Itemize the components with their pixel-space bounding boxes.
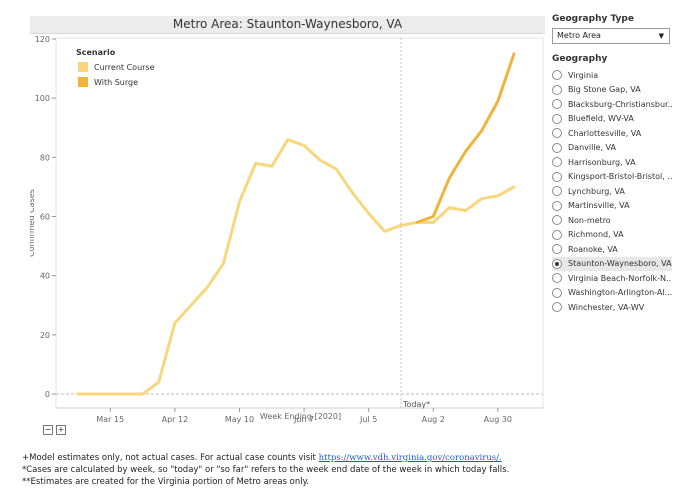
chart-title: Metro Area: Staunton-Waynesboro, VA [30,16,545,34]
zoom-in-button[interactable]: + [56,425,66,435]
legend-label: Current Course [94,63,155,72]
radio-button-icon[interactable] [552,302,562,313]
geography-option[interactable]: Winchester, VA-WV [552,300,672,315]
geography-option[interactable]: Staunton-Waynesboro, VA [552,256,672,271]
geography-option[interactable]: Danville, VA [552,141,672,156]
x-tick-label: Aug 2 [422,415,445,424]
geography-option[interactable]: Bluefield, WV-VA [552,112,672,127]
geography-type-value: Metro Area [557,31,601,40]
y-tick-label: 20 [40,331,50,340]
geography-option-label: Roanoke, VA [568,244,618,254]
geography-option[interactable]: Big Stone Gap, VA [552,83,672,98]
geography-option[interactable]: Richmond, VA [552,228,672,243]
y-axis-title: Confirmed Cases [30,189,36,257]
y-tick-label: 40 [40,272,50,281]
geography-option-label: Virginia [568,70,599,80]
geography-option[interactable]: Harrisonburg, VA [552,155,672,170]
y-tick-label: 0 [45,390,50,399]
geography-option-label: Lynchburg, VA [568,186,625,196]
radio-button-icon[interactable] [552,186,562,197]
radio-button-icon[interactable] [552,258,562,269]
geography-option-label: Danville, VA [568,143,616,153]
geography-option[interactable]: Virginia [552,68,672,83]
footnotes: +Model estimates only, not actual cases.… [22,452,509,488]
geography-option-label: Virginia Beach-Norfolk-N... [568,273,672,283]
geography-option-label: Kingsport-Bristol-Bristol, ... [568,172,672,182]
footnote-1: +Model estimates only, not actual cases.… [22,452,509,464]
series-line [76,138,516,396]
y-tick-label: 100 [35,94,50,103]
geography-option-label: Charlottesville, VA [568,128,642,138]
radio-button-icon[interactable] [552,200,562,211]
radio-button-icon[interactable] [552,287,562,298]
dropdown-arrow-icon: ▼ [658,32,664,40]
geography-option[interactable]: Charlottesville, VA [552,126,672,141]
geography-heading: Geography [552,54,608,64]
geography-option[interactable]: Lynchburg, VA [552,184,672,199]
plot-background [55,37,544,409]
chart-area: 0 20 40 60 80 100 120 Mar 15 Apr 12 May 10 Jun 7 Ju… [30,16,545,426]
geography-option[interactable]: Virginia Beach-Norfolk-N... [552,271,672,286]
footnote-3: **Estimates are created for the Virginia… [22,477,310,487]
geography-option[interactable]: Roanoke, VA [552,242,672,257]
footnote-1-text: +Model estimates only, not actual cases.… [22,453,319,463]
geography-option-label: Staunton-Waynesboro, VA [568,259,672,269]
line-chart: 0 20 40 60 80 100 120 Mar 15 Apr 12 May 10 Jun 7 Ju… [30,35,544,424]
zoom-controls: − + [43,425,66,435]
geography-option[interactable]: Martinsville, VA [552,199,672,214]
radio-button-icon[interactable] [552,244,562,255]
radio-button-icon[interactable] [552,273,562,284]
zoom-out-button[interactable]: − [43,425,53,435]
x-tick-label: Mar 15 [96,415,124,424]
x-tick-label: Aug 30 [484,415,512,424]
radio-button-icon[interactable] [552,229,562,240]
radio-button-icon[interactable] [552,113,562,124]
geography-option[interactable]: Blacksburg-Christiansbur... [552,97,672,112]
geography-option-label: Washington-Arlington-Al... [568,288,672,298]
geography-option-label: Bluefield, WV-VA [568,114,634,124]
legend-title: Scenario [76,48,116,57]
radio-button-icon[interactable] [552,99,562,110]
filter-panel: Geography Type Metro Area ▼ Geography Vi… [552,14,672,315]
radio-button-icon[interactable] [552,70,562,81]
x-tick-label: Jul 5 [359,415,377,424]
geography-option-label: Martinsville, VA [568,201,630,211]
geography-radio-list: Virginia Big Stone Gap, VA Blacksburg-Chri… [552,68,672,315]
geography-option[interactable]: Washington-Arlington-Al... [552,286,672,301]
geography-option[interactable]: Non-metro [552,213,672,228]
legend-swatch [78,77,88,87]
y-tick-label: 120 [35,35,50,44]
geography-option-label: Blacksburg-Christiansbur... [568,99,672,109]
x-axis-title: Week Ending [2020] [260,412,341,421]
geography-option-label: Harrisonburg, VA [568,157,636,167]
footnote-2: *Cases are calculated by week, so "today… [22,465,510,475]
geography-option-label: Big Stone Gap, VA [568,85,641,95]
x-tick-label: Apr 12 [162,415,189,424]
radio-button-icon[interactable] [552,157,562,168]
geography-type-heading: Geography Type [552,14,634,24]
radio-button-icon[interactable] [552,128,562,139]
geography-option[interactable]: Kingsport-Bristol-Bristol, ... [552,170,672,185]
radio-button-icon[interactable] [552,84,562,95]
y-tick-label: 60 [40,213,50,222]
radio-button-icon[interactable] [552,171,562,182]
legend-swatch [78,62,88,72]
y-tick-label: 80 [40,153,50,162]
legend-label: With Surge [94,78,138,87]
radio-button-icon[interactable] [552,215,562,226]
geography-option-label: Richmond, VA [568,230,624,240]
geography-type-dropdown[interactable]: Metro Area ▼ [552,28,670,44]
geography-option-label: Non-metro [568,215,611,225]
geography-option-label: Winchester, VA-WV [568,302,645,312]
today-label: Today* [402,400,430,409]
x-tick-label: Jun 7 [293,415,314,424]
radio-button-icon[interactable] [552,142,562,153]
vdh-coronavirus-link[interactable]: https://www.vdh.virginia.gov/coronavirus… [318,453,502,463]
series-line [415,52,516,224]
x-tick-label: May 10 [225,415,254,424]
